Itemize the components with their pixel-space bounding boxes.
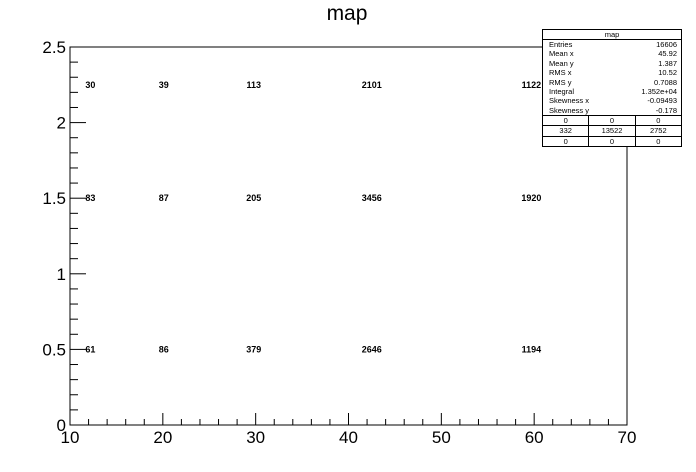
cell-value-label: 86 bbox=[159, 344, 169, 354]
x-tick-label: 20 bbox=[153, 428, 172, 447]
x-tick-label: 10 bbox=[61, 428, 80, 447]
stats-row-label: Mean y bbox=[549, 58, 574, 68]
y-tick-label: 1.5 bbox=[42, 189, 66, 208]
stats-row-value: 1.387 bbox=[658, 58, 677, 68]
chart-title: map bbox=[327, 2, 368, 25]
cell-value-label: 1194 bbox=[522, 344, 542, 354]
y-tick-label: 0.5 bbox=[42, 340, 66, 359]
cell-value-label: 83 bbox=[85, 193, 95, 203]
stats-row-value: 0.7088 bbox=[654, 77, 677, 87]
stats-row-label: Skewness y bbox=[549, 105, 590, 115]
stats-grid-cell: 2752 bbox=[649, 126, 667, 136]
cell-value-label: 30 bbox=[85, 80, 95, 90]
x-axis: 10 20 30 40 50 60 70 bbox=[61, 413, 637, 447]
y-axis: 0 0.5 1 1.5 2 2.5 bbox=[42, 38, 86, 435]
cell-value-label: 379 bbox=[246, 344, 261, 354]
stats-box: map Entries 16606 Mean x 45.92 Mean y 1.387 RM… bbox=[542, 29, 682, 147]
cell-value-label: 3456 bbox=[362, 193, 382, 203]
x-tick-label: 30 bbox=[246, 428, 265, 447]
stats-title: map bbox=[543, 30, 681, 40]
stats-row: Mean x 45.92 bbox=[543, 49, 681, 58]
stats-grid-cell: 0 bbox=[656, 136, 661, 146]
stats-row: Integral 1.352e+04 bbox=[543, 87, 681, 96]
stats-row-label: Entries bbox=[549, 40, 573, 49]
stats-row: RMS x 10.52 bbox=[543, 68, 681, 77]
stats-grid-cell: 13522 bbox=[589, 126, 636, 136]
stats-row-label: RMS x bbox=[549, 68, 572, 78]
cell-value-label: 205 bbox=[246, 193, 261, 203]
cell-value-label: 61 bbox=[85, 344, 95, 354]
stats-row: RMS y 0.7088 bbox=[543, 78, 681, 87]
stats-grid-cell: 0 bbox=[543, 136, 590, 146]
stats-row-value: -0.09493 bbox=[647, 96, 677, 106]
cell-labels: 30 39 113 2101 1122 83 87 205 3456 1920 61 86 379 264… bbox=[85, 80, 541, 355]
x-tick-label: 50 bbox=[432, 428, 451, 447]
stats-row: Skewness y -0.178 bbox=[543, 106, 681, 115]
stats-row-value: 45.92 bbox=[658, 49, 677, 59]
x-tick-label: 60 bbox=[525, 428, 544, 447]
cell-value-label: 87 bbox=[159, 193, 169, 203]
y-tick-label: 1 bbox=[57, 265, 66, 284]
stats-row: Mean y 1.387 bbox=[543, 59, 681, 68]
stats-grid-cell: 0 bbox=[656, 116, 661, 126]
y-tick-label: 0 bbox=[57, 416, 66, 435]
stats-row-value: 16606 bbox=[656, 40, 677, 49]
x-tick-label: 40 bbox=[339, 428, 358, 447]
stats-grid-cell: 332 bbox=[543, 126, 590, 136]
cell-value-label: 1122 bbox=[522, 80, 542, 90]
stats-row: Entries 16606 bbox=[543, 40, 681, 49]
stats-row-label: Skewness x bbox=[549, 96, 590, 106]
cell-value-label: 1920 bbox=[521, 193, 541, 203]
stats-row-label: Integral bbox=[549, 86, 575, 96]
cell-value-label: 2101 bbox=[362, 80, 382, 90]
stats-grid-cell: 0 bbox=[589, 136, 636, 146]
stats-grid-cell: 0 bbox=[589, 116, 636, 126]
stats-rows: Entries 16606 Mean x 45.92 Mean y 1.387 RMS x 1… bbox=[543, 40, 681, 115]
y-tick-label: 2 bbox=[57, 114, 66, 133]
stats-row-label: Mean x bbox=[549, 49, 574, 59]
stats-row-value: -0.178 bbox=[655, 105, 677, 115]
cell-value-label: 113 bbox=[247, 80, 262, 90]
stats-grid: 0 0 0 332 13522 2752 0 0 0 bbox=[543, 115, 681, 146]
cell-value-label: 2646 bbox=[362, 344, 382, 354]
stats-row-value: 1.352e+04 bbox=[641, 86, 677, 96]
stats-row: Skewness x -0.09493 bbox=[543, 96, 681, 105]
x-tick-label: 70 bbox=[618, 428, 637, 447]
cell-value-label: 39 bbox=[159, 80, 169, 90]
stats-row-label: RMS y bbox=[549, 77, 572, 87]
stats-row-value: 10.52 bbox=[658, 68, 677, 78]
y-tick-label: 2.5 bbox=[42, 38, 66, 57]
stats-grid-cell: 0 bbox=[543, 116, 590, 126]
stats-grid-row: 332 13522 2752 bbox=[543, 126, 681, 137]
